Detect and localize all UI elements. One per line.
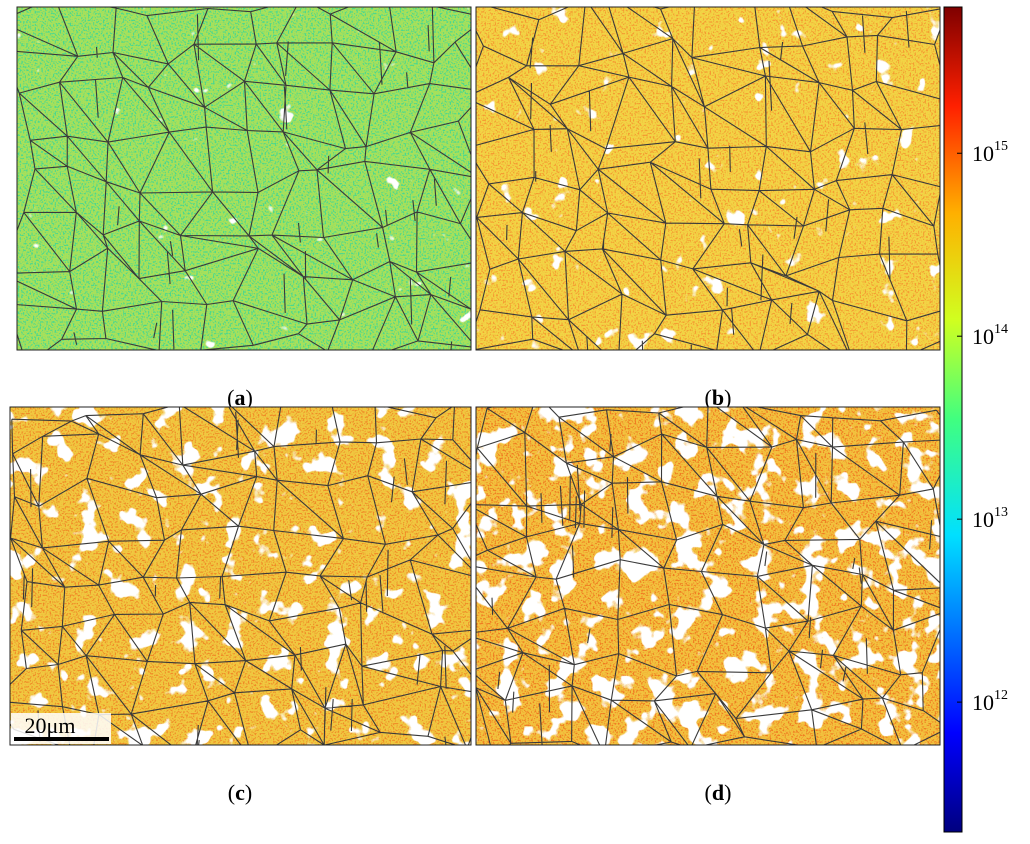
map-voids [476, 7, 940, 350]
panel-label: (a) [227, 385, 253, 410]
panel-label: (d) [705, 780, 732, 805]
tick-base: 10 [972, 141, 994, 166]
colorbar-tick-label: 1012 [972, 688, 1008, 715]
panel-label-part: a [235, 385, 246, 410]
tick-exponent: 14 [994, 322, 1008, 337]
map-panel [458, 394, 958, 761]
tick-exponent: 12 [994, 688, 1008, 703]
panel-label-part: b [712, 385, 724, 410]
panel-label-part: ( [228, 780, 235, 805]
tick-exponent: 13 [994, 505, 1008, 520]
scale-bar [14, 737, 109, 741]
colorbar-tick-label: 1014 [972, 322, 1008, 349]
tick-exponent: 15 [994, 139, 1008, 154]
panel-label-part: ( [705, 385, 712, 410]
map-panel [460, 0, 953, 388]
panel-label-part: ) [246, 385, 253, 410]
map-voids [10, 407, 471, 745]
map-voids [17, 7, 471, 350]
map-panel [0, 391, 488, 765]
panel-label-part: c [235, 780, 245, 805]
tick-base: 10 [972, 690, 994, 715]
panel-label-part: ) [724, 780, 731, 805]
colorbar [944, 7, 962, 832]
panel-label-part: ) [245, 780, 252, 805]
colorbar-tick-label: 1013 [972, 505, 1008, 532]
panel-label-part: ( [227, 385, 234, 410]
panels: (a)(b)(c)20μm(d) [0, 0, 958, 805]
panel-label-part: d [712, 780, 724, 805]
panel-label-part: ) [724, 385, 731, 410]
panel-label-part: ( [705, 780, 712, 805]
tick-base: 10 [972, 324, 994, 349]
map-panel [0, 0, 486, 365]
figure: (a)(b)(c)20μm(d) 10121013101410151016 [0, 0, 1030, 839]
colorbar-tick-label: 1015 [972, 139, 1008, 166]
panel-label: (b) [705, 385, 732, 410]
colorbar-ticks: 10121013101410151016 [957, 0, 1008, 715]
panel-label: (c) [228, 780, 252, 805]
tick-base: 10 [972, 507, 994, 532]
scale-bar-label: 20μm [25, 713, 76, 738]
